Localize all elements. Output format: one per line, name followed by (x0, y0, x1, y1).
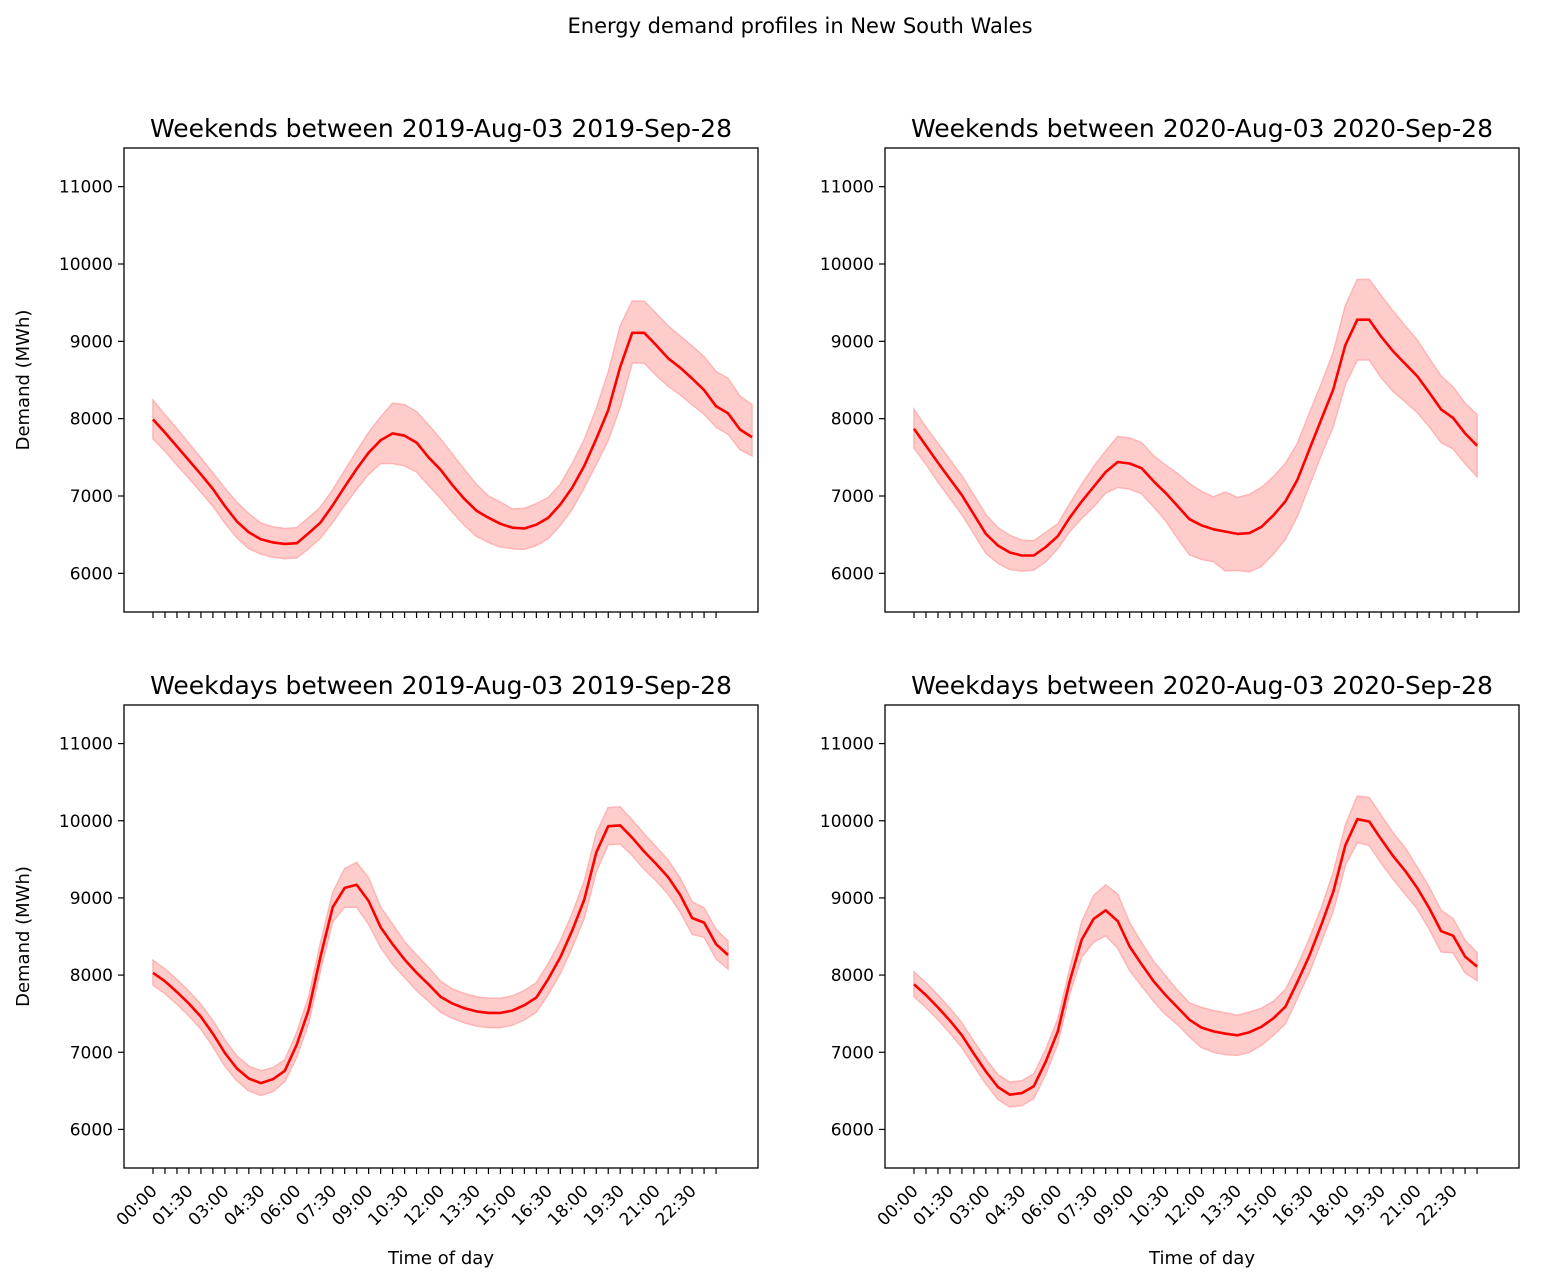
y-tick-label: 9000 (831, 332, 874, 352)
panel-title: Weekends between 2019-Aug-03 2019-Sep-28 (150, 114, 732, 143)
x-axis-label: Time of day (387, 1248, 494, 1269)
y-tick-label: 9000 (70, 889, 113, 909)
y-tick-label: 6000 (831, 564, 874, 584)
y-tick-label: 11000 (820, 735, 874, 755)
y-tick-label: 9000 (831, 889, 874, 909)
series-line-mean (912, 318, 1479, 557)
y-tick-label: 11000 (59, 178, 113, 198)
figure-suptitle: Energy demand profiles in New South Wale… (567, 14, 1032, 38)
confidence-band (152, 806, 729, 1097)
confidence-band (152, 300, 753, 560)
panel-title: Weekdays between 2019-Aug-03 2019-Sep-28 (150, 671, 732, 700)
y-tick-label: 8000 (70, 966, 113, 986)
series-line-mean (152, 331, 753, 546)
y-tick-label: 6000 (70, 1120, 113, 1140)
y-axis-label: Demand (MWh) (13, 310, 34, 451)
panel-weekdays-2020: 6000700080009000100001100000:0001:3003:0… (820, 671, 1520, 1269)
x-axis-label: Time of day (1148, 1248, 1255, 1269)
y-tick-label: 9000 (70, 332, 113, 352)
panel-title: Weekends between 2020-Aug-03 2020-Sep-28 (911, 114, 1493, 143)
y-tick-label: 7000 (831, 1043, 874, 1063)
series-line-mean (913, 817, 1478, 1096)
axes-frame (123, 704, 759, 1169)
confidence-band (913, 278, 1478, 573)
y-tick-label: 10000 (820, 255, 874, 275)
y-tick-label: 11000 (820, 178, 874, 198)
panel-weekends-2019: 6000 7000 8000 9000 10000 11000 Weekends betwe… (13, 114, 759, 618)
y-tick-label: 8000 (70, 410, 113, 430)
y-tick-label: 10000 (59, 812, 113, 832)
panel-title: Weekdays between 2020-Aug-03 2020-Sep-28 (911, 671, 1493, 700)
y-tick-label: 6000 (70, 564, 113, 584)
y-axis-label: Demand (MWh) (13, 866, 34, 1007)
x-tick-label: 22:30 (1413, 1181, 1462, 1230)
y-tick-label: 11000 (59, 735, 113, 755)
y-tick-label: 10000 (820, 812, 874, 832)
series-line-mean (152, 824, 729, 1085)
y-tick-label: 6000 (831, 1120, 874, 1140)
panel-weekends-2020: 6000 7000 8000 9000 10000 11000 Weekends betwe… (820, 114, 1520, 618)
y-tick-label: 7000 (70, 1043, 113, 1063)
y-tick-label: 10000 (59, 255, 113, 275)
y-tick-label: 8000 (831, 410, 874, 430)
confidence-band (913, 795, 1478, 1108)
panel-weekdays-2019: 6000700080009000100001100000:0001:3003:0… (13, 671, 759, 1269)
y-tick-label: 7000 (70, 487, 113, 507)
x-tick-label: 22:30 (652, 1181, 701, 1230)
axes-frame (884, 704, 1520, 1169)
y-tick-label: 7000 (831, 487, 874, 507)
y-tick-label: 8000 (831, 966, 874, 986)
